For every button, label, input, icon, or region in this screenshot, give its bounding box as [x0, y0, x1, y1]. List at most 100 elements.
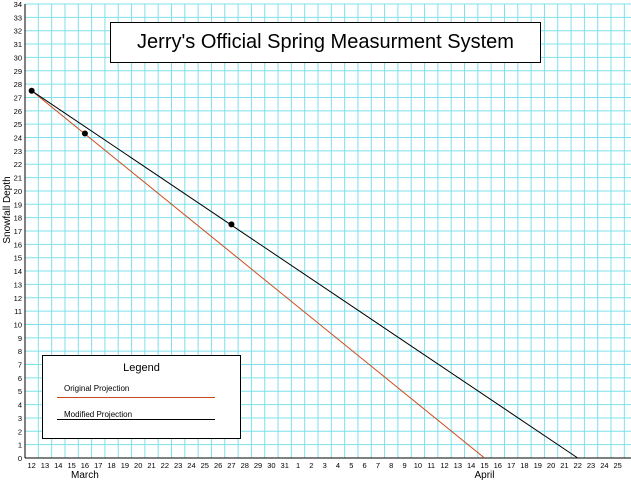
x-tick-label: 13	[454, 461, 462, 470]
y-tick-label: 13	[14, 280, 22, 289]
x-tick-label: 14	[54, 461, 62, 470]
y-tick-label: 32	[14, 27, 22, 36]
y-tick-label: 24	[14, 134, 22, 143]
x-tick-label: 13	[41, 461, 49, 470]
x-tick-label: 30	[267, 461, 275, 470]
x-tick-label: 16	[494, 461, 502, 470]
x-tick-label: 18	[107, 461, 115, 470]
x-tick-label: 14	[467, 461, 475, 470]
y-tick-label: 9	[18, 334, 22, 343]
y-tick-label: 22	[14, 160, 22, 169]
x-tick-labels: 12 13 14 15 16 17 18 19 20 21 22 23 24 25 26 27 28 29 30 31…	[27, 461, 621, 470]
legend-title: Legend	[123, 362, 160, 374]
x-tick-label: 2	[309, 461, 313, 470]
x-tick-label: 24	[187, 461, 195, 470]
y-tick-label: 30	[14, 53, 22, 62]
y-tick-label: 31	[14, 40, 22, 49]
y-tick-label: 28	[14, 80, 22, 89]
x-tick-label: 23	[174, 461, 182, 470]
y-tick-label: 27	[14, 93, 22, 102]
y-tick-label: 4	[18, 401, 22, 410]
month-label: March	[71, 470, 99, 480]
x-tick-label: 8	[389, 461, 393, 470]
x-tick-label: 25	[201, 461, 209, 470]
y-tick-label: 12	[14, 294, 22, 303]
y-tick-label: 7	[18, 361, 22, 370]
y-tick-label: 18	[14, 214, 22, 223]
x-tick-label: 23	[587, 461, 595, 470]
x-tick-label: 29	[254, 461, 262, 470]
y-tick-label: 17	[14, 227, 22, 236]
x-tick-label: 19	[121, 461, 129, 470]
x-tick-label: 12	[27, 461, 35, 470]
y-axis-label: Snowfall Depth	[2, 176, 13, 243]
legend-label-modified: Modified Projection	[64, 410, 133, 419]
chart-title-box: Jerry's Official Spring Measurment Syste…	[110, 22, 541, 63]
y-tick-labels: 0123456789101112131415161718192021222324…	[14, 0, 22, 463]
data-point-marker	[228, 221, 235, 228]
y-tick-label: 23	[14, 147, 22, 156]
x-tick-label: 31	[281, 461, 289, 470]
x-tick-label: 15	[480, 461, 488, 470]
y-tick-label: 16	[14, 240, 22, 249]
y-tick-label: 33	[14, 13, 22, 22]
legend-label-original: Original Projection	[64, 384, 130, 393]
x-tick-label: 12	[440, 461, 448, 470]
y-tick-label: 5	[18, 387, 22, 396]
legend: Legend Original Projection Modified Proj…	[42, 355, 241, 439]
x-tick-label: 9	[402, 461, 406, 470]
x-tick-label: 10	[414, 461, 422, 470]
y-tick-label: 10	[14, 320, 22, 329]
data-point-marker	[28, 87, 35, 94]
x-tick-label: 20	[547, 461, 555, 470]
y-tick-label: 0	[18, 454, 22, 463]
x-tick-label: 3	[323, 461, 327, 470]
x-tick-label: 21	[560, 461, 568, 470]
x-tick-label: 16	[81, 461, 89, 470]
x-tick-label: 21	[147, 461, 155, 470]
y-tick-label: 34	[14, 0, 22, 9]
x-tick-label: 15	[67, 461, 75, 470]
y-tick-label: 29	[14, 67, 22, 76]
x-tick-label: 19	[534, 461, 542, 470]
series-line-modified	[31, 90, 579, 459]
y-tick-label: 19	[14, 200, 22, 209]
legend-line-original	[57, 397, 215, 398]
x-tick-label: 1	[296, 461, 300, 470]
data-point-marker	[81, 130, 88, 137]
month-labels: March April	[71, 470, 494, 480]
legend-line-modified	[57, 419, 215, 420]
x-tick-label: 22	[574, 461, 582, 470]
y-tick-label: 6	[18, 374, 22, 383]
x-tick-label: 17	[94, 461, 102, 470]
series-line-original	[31, 90, 485, 459]
y-tick-label: 3	[18, 414, 22, 423]
y-tick-label: 11	[14, 307, 22, 316]
y-tick-label: 26	[14, 107, 22, 116]
x-tick-label: 26	[214, 461, 222, 470]
y-tick-label: 14	[14, 267, 22, 276]
y-tick-label: 25	[14, 120, 22, 129]
month-label: April	[474, 470, 494, 480]
x-tick-label: 17	[507, 461, 515, 470]
x-tick-label: 4	[336, 461, 340, 470]
y-tick-label: 8	[18, 347, 22, 356]
series	[31, 90, 579, 459]
y-tick-label: 20	[14, 187, 22, 196]
x-tick-label: 11	[427, 461, 435, 470]
x-tick-label: 7	[376, 461, 380, 470]
x-tick-label: 27	[227, 461, 235, 470]
x-tick-label: 20	[134, 461, 142, 470]
chart-title: Jerry's Official Spring Measurment Syste…	[137, 31, 514, 53]
y-tick-label: 15	[14, 254, 22, 263]
x-tick-label: 28	[241, 461, 249, 470]
markers	[28, 87, 235, 228]
y-tick-label: 21	[14, 174, 22, 183]
x-tick-label: 25	[614, 461, 622, 470]
y-tick-label: 1	[18, 441, 22, 450]
x-tick-label: 24	[600, 461, 608, 470]
y-tick-label: 2	[18, 427, 22, 436]
x-tick-label: 18	[520, 461, 528, 470]
x-tick-label: 22	[161, 461, 169, 470]
x-tick-label: 6	[363, 461, 367, 470]
